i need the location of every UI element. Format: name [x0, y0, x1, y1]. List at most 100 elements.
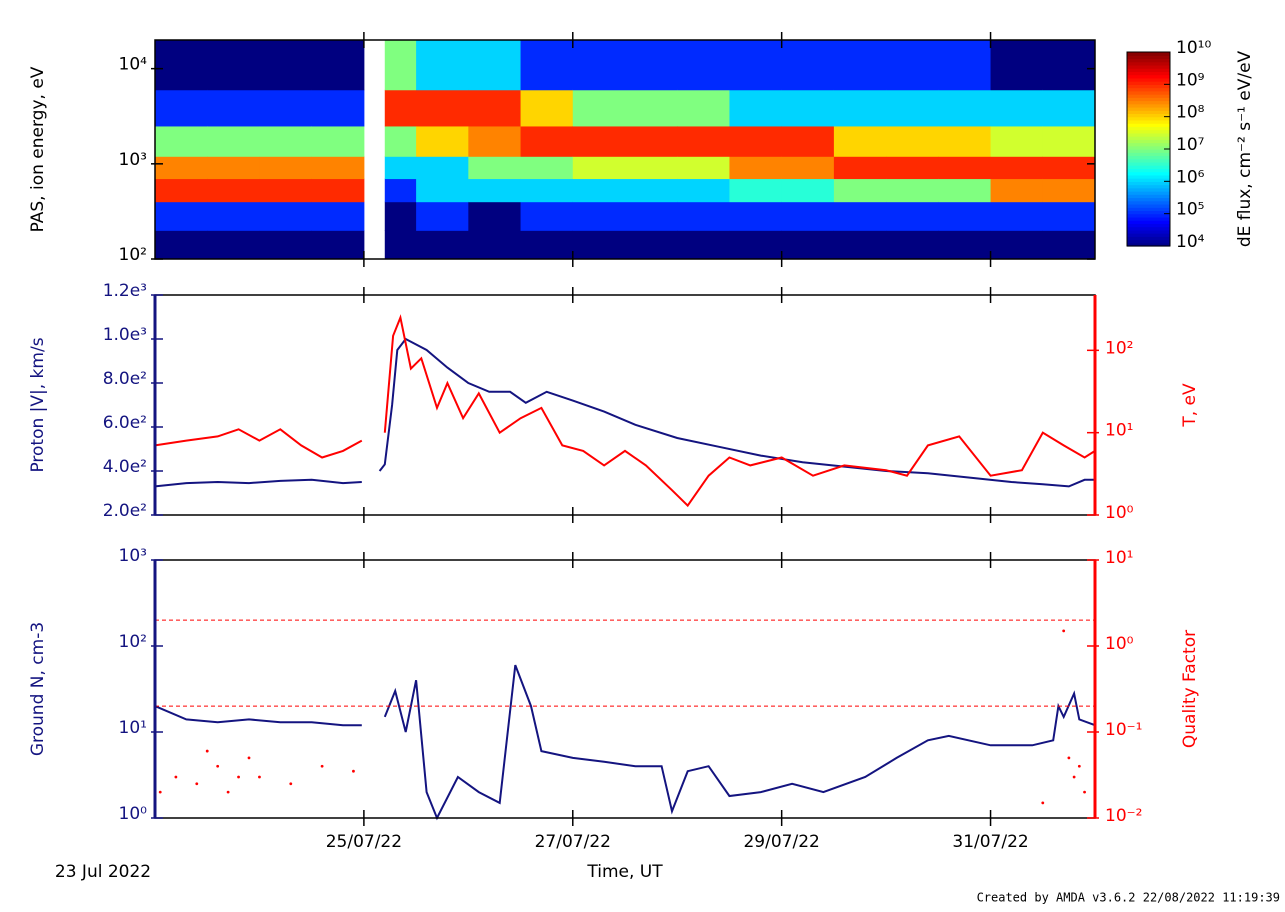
y-tick-label: 10⁰ [119, 804, 148, 824]
heatmap-cell [416, 156, 469, 180]
heatmap-cell [520, 40, 574, 91]
start-date: 23 Jul 2022 [55, 862, 151, 882]
data-point [1041, 801, 1045, 805]
colorbar-band [1127, 155, 1170, 160]
y2-axis-label: Quality Factor [1180, 630, 1200, 748]
colorbar-band [1127, 194, 1170, 199]
heatmap-cell [729, 89, 783, 127]
colorbar-band [1127, 152, 1170, 157]
heatmap-cell [833, 89, 887, 127]
colorbar-band [1127, 87, 1170, 92]
data-point [205, 749, 209, 753]
heatmap-cell [311, 156, 365, 180]
colorbar-band [1127, 145, 1170, 150]
colorbar-band [1127, 187, 1170, 192]
heatmap-cell [625, 230, 678, 260]
y-tick-label: 10² [119, 632, 147, 652]
heatmap-cell [938, 40, 992, 91]
heatmap-cell [311, 40, 365, 91]
heatmap-cell [311, 178, 365, 203]
colorbar-band [1127, 100, 1170, 105]
heatmap-cell [781, 156, 835, 180]
colorbar-band [1127, 236, 1170, 241]
heatmap-cell [729, 156, 783, 180]
heatmap-cell [677, 178, 730, 203]
colorbar-band [1127, 116, 1170, 121]
heatmap-cell [1042, 125, 1096, 157]
data-line [154, 314, 1096, 508]
heatmap-cell [311, 89, 365, 127]
heatmap-cell [1042, 230, 1096, 260]
heatmap-cell [520, 156, 574, 180]
colorbar-tick-label: 10⁸ [1176, 103, 1205, 123]
data-point [158, 790, 162, 794]
heatmap-cell [990, 40, 1044, 91]
heatmap-cell [520, 201, 574, 231]
heatmap-cell [1042, 40, 1096, 91]
heatmap-cell [311, 201, 365, 231]
heatmap-cell [468, 178, 522, 203]
data-line [154, 337, 1095, 488]
heatmap-cell [259, 89, 313, 127]
heatmap-cell [938, 178, 992, 203]
heatmap-cell [781, 125, 835, 157]
colorbar-band [1127, 191, 1170, 195]
colorbar-band [1127, 119, 1170, 124]
heatmap-cell [990, 201, 1044, 231]
heatmap-cell [468, 125, 522, 157]
heatmap-cell [886, 40, 939, 91]
heatmap-cell [155, 125, 208, 157]
heatmap-cell [384, 178, 417, 203]
heatmap-cell [155, 201, 208, 231]
heatmap-cell [572, 156, 626, 180]
data-point [216, 764, 220, 768]
colorbar-band [1127, 90, 1170, 95]
heatmap-cell [990, 178, 1044, 203]
heatmap-cell [155, 40, 208, 91]
heatmap-cell [990, 125, 1044, 157]
heatmap-cell [677, 125, 730, 157]
heatmap-cell [384, 125, 417, 157]
heatmap-cell [207, 156, 260, 180]
y-axis-label: PAS, ion energy, eV [28, 66, 48, 232]
x-tick-label: 27/07/22 [535, 832, 611, 852]
heatmap-cell [384, 156, 417, 180]
y-tick-label: 10¹ [119, 718, 147, 738]
colorbar-tick-label: 10⁶ [1176, 167, 1205, 187]
heatmap-cell [520, 89, 574, 127]
heatmap-cell [259, 230, 313, 260]
heatmap-cell [781, 40, 835, 91]
colorbar-band [1127, 64, 1170, 69]
heatmap-cell [207, 40, 260, 91]
colorbar-band [1127, 168, 1170, 173]
heatmap-cell [572, 201, 626, 231]
heatmap-cell [572, 178, 626, 203]
heatmap-cell [625, 156, 678, 180]
colorbar-band [1127, 123, 1170, 127]
heatmap-cell [938, 125, 992, 157]
heatmap-cell [625, 178, 678, 203]
colorbar-band [1127, 74, 1170, 79]
heatmap-cell [938, 230, 992, 260]
colorbar-band [1127, 71, 1170, 76]
heatmap-cell [990, 89, 1044, 127]
y-tick-label: 8.0e² [103, 369, 147, 389]
colorbar-band [1127, 158, 1170, 163]
colorbar-band [1127, 129, 1170, 134]
heatmap-cell [468, 156, 522, 180]
data-point [320, 764, 324, 768]
y2-tick-label: 10⁻¹ [1105, 720, 1142, 740]
data-point [1062, 629, 1066, 633]
heatmap-cell [886, 156, 939, 180]
heatmap-cell [833, 178, 887, 203]
heatmap-cell [384, 89, 417, 127]
heatmap-cell [781, 201, 835, 231]
heatmap-cell [207, 178, 260, 203]
colorbar-band [1127, 149, 1170, 153]
x-tick-label: 31/07/22 [952, 832, 1028, 852]
panel-frame [154, 294, 1096, 516]
heatmap-cell [520, 178, 574, 203]
heatmap-cell [833, 230, 887, 260]
colorbar-band [1127, 81, 1170, 85]
y-tick-label: 6.0e² [103, 413, 147, 433]
